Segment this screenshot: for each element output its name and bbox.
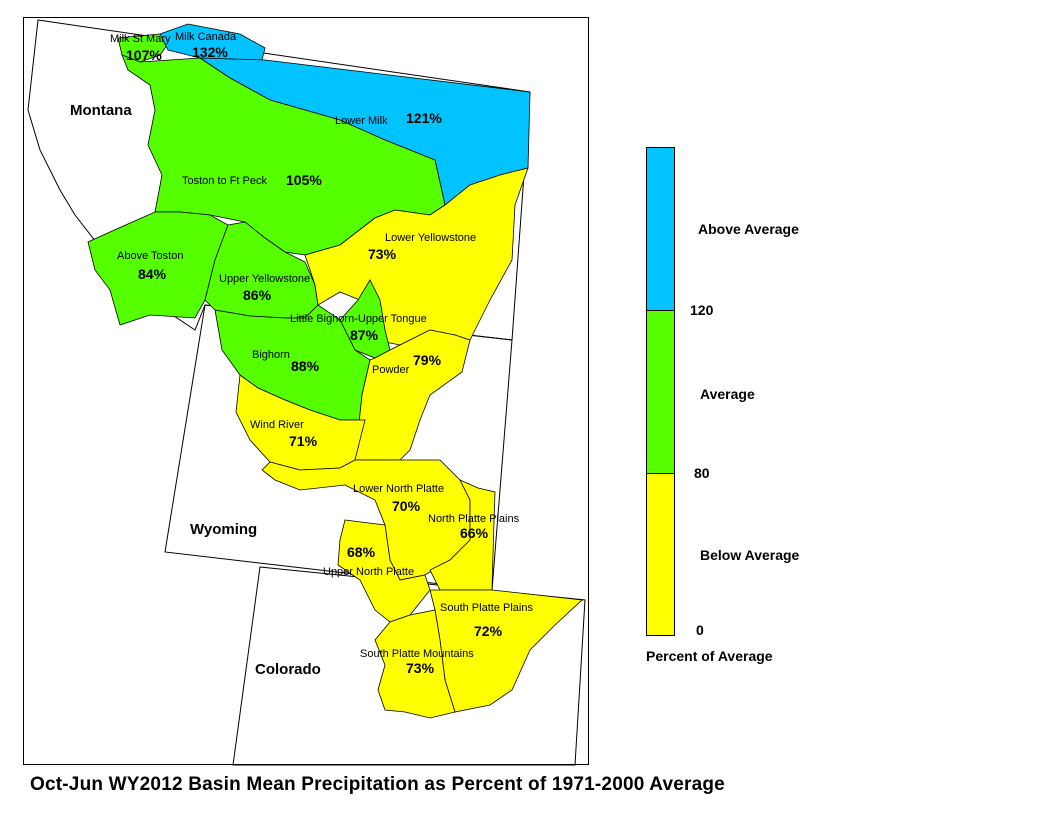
basin-name-little-bighorn-upper-tongue: Little Bighorn-Upper Tongue xyxy=(290,313,427,325)
legend-label-below: Below Average xyxy=(700,547,800,563)
basin-name-wind-river: Wind River xyxy=(250,419,304,431)
basin-name-bighorn: Bighorn xyxy=(252,349,290,361)
basin-value-lower-north-platte: 70% xyxy=(392,498,421,514)
basin-value-above-toston: 84% xyxy=(138,266,167,282)
basin-name-lower-yellowstone: Lower Yellowstone xyxy=(385,232,476,244)
basin-value-milk-st-mary: 107% xyxy=(126,47,162,63)
basin-value-north-platte-plains: 66% xyxy=(460,525,489,541)
legend-break-120: 120 xyxy=(690,302,714,318)
basin-name-lower-milk: Lower Milk xyxy=(335,115,388,127)
legend-label-above: Above Average xyxy=(698,221,799,237)
basin-value-powder: 79% xyxy=(413,352,442,368)
basin-name-above-toston: Above Toston xyxy=(117,250,183,262)
legend-swatch-average xyxy=(647,311,674,474)
basin-above-toston xyxy=(87,211,229,326)
basin-name-milk-st-mary: Milk St Mary xyxy=(110,33,171,45)
state-label-wyoming: Wyoming xyxy=(190,521,257,538)
legend-color-bar xyxy=(646,147,675,636)
legend-swatch-below xyxy=(647,474,674,635)
basin-value-toston-ft-peck: 105% xyxy=(286,172,322,188)
basin-value-south-platte-plains: 72% xyxy=(474,623,503,639)
basin-value-bighorn: 88% xyxy=(291,358,320,374)
basin-value-lower-milk: 121% xyxy=(406,110,442,126)
basin-value-upper-north-platte: 68% xyxy=(347,544,376,560)
legend-label-average: Average xyxy=(700,386,755,402)
legend-caption: Percent of Average xyxy=(646,648,773,664)
basin-value-south-platte-mountains: 73% xyxy=(406,660,435,676)
basin-little-bighorn-upper-tongue xyxy=(339,279,391,359)
basin-value-wind-river: 71% xyxy=(289,433,318,449)
basin-name-south-platte-plains: South Platte Plains xyxy=(440,602,533,614)
basin-name-milk-canada: Milk Canada xyxy=(175,31,237,43)
basin-value-milk-canada: 132% xyxy=(192,44,228,60)
state-label-montana: Montana xyxy=(70,102,132,119)
map-title: Oct-Jun WY2012 Basin Mean Precipitation … xyxy=(30,774,725,795)
basin-south-platte-mountains xyxy=(374,609,456,719)
basin-name-lower-north-platte: Lower North Platte xyxy=(353,483,444,495)
basin-value-little-bighorn-upper-tongue: 87% xyxy=(350,327,379,343)
legend-break-0: 0 xyxy=(696,622,704,638)
basin-name-upper-yellowstone: Upper Yellowstone xyxy=(219,273,310,285)
basin-name-upper-north-platte: Upper North Platte xyxy=(323,566,414,578)
basin-name-toston-ft-peck: Toston to Ft Peck xyxy=(182,175,267,187)
basin-value-upper-yellowstone: 86% xyxy=(243,287,272,303)
basin-name-south-platte-mountains: South Platte Mountains xyxy=(360,648,474,660)
basin-name-powder: Powder xyxy=(372,364,410,376)
legend-break-80: 80 xyxy=(694,465,710,481)
legend-swatch-above xyxy=(647,148,674,311)
basin-value-lower-yellowstone: 73% xyxy=(368,246,397,262)
state-label-colorado: Colorado xyxy=(255,661,321,678)
basin-name-north-platte-plains: North Platte Plains xyxy=(428,513,520,525)
